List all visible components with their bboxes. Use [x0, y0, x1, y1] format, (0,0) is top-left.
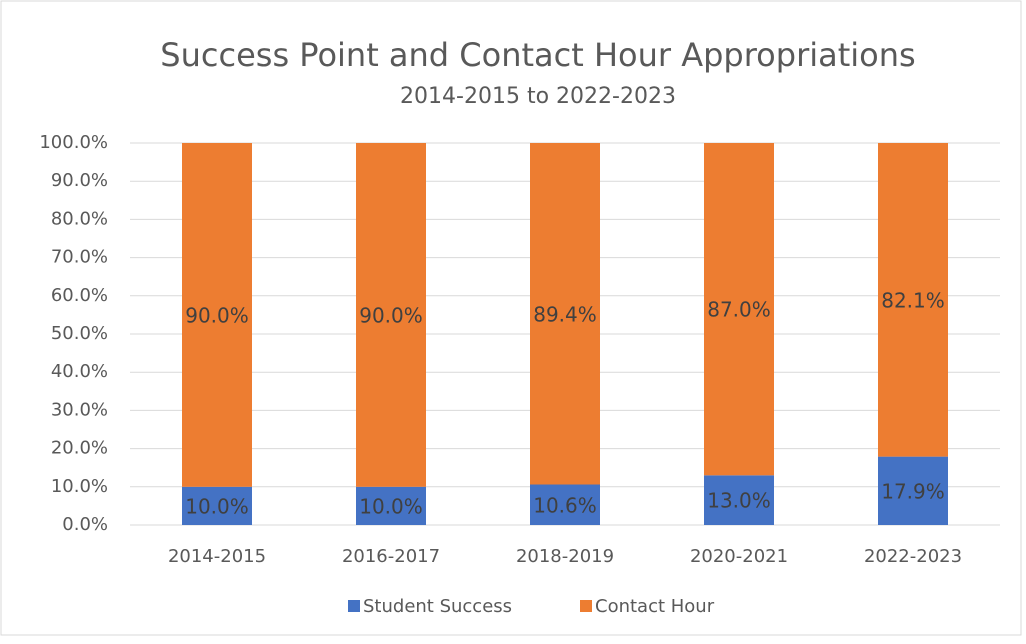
- y-tick-label: 10.0%: [51, 476, 108, 497]
- bar-segment: [704, 143, 774, 476]
- data-label: 10.6%: [533, 493, 597, 517]
- y-tick-label: 70.0%: [51, 247, 108, 268]
- x-tick-label: 2018-2019: [516, 546, 614, 567]
- y-tick-label: 40.0%: [51, 361, 108, 382]
- data-label: 17.9%: [881, 479, 945, 503]
- data-label: 82.1%: [881, 288, 945, 312]
- legend-swatch: [348, 600, 360, 612]
- bar-segment: [530, 143, 600, 485]
- data-label: 10.0%: [185, 494, 249, 518]
- chart-title: Success Point and Contact Hour Appropria…: [160, 36, 915, 74]
- bar-segment: [356, 486, 426, 525]
- y-tick-label: 0.0%: [62, 514, 108, 535]
- y-tick-label: 80.0%: [51, 208, 108, 229]
- legend-label: Student Success: [363, 596, 512, 617]
- y-tick-label: 90.0%: [51, 170, 108, 191]
- data-label: 13.0%: [707, 489, 771, 513]
- legend-swatch: [580, 600, 592, 612]
- data-label: 87.0%: [707, 298, 771, 322]
- chart-subtitle: 2014-2015 to 2022-2023: [400, 84, 676, 109]
- bar-segment: [878, 143, 948, 457]
- x-tick-label: 2022-2023: [864, 546, 962, 567]
- bar-segment: [704, 475, 774, 525]
- bar-segment: [878, 456, 948, 525]
- x-tick-label: 2016-2017: [342, 546, 440, 567]
- data-label: 10.0%: [359, 494, 423, 518]
- bar-segment: [356, 143, 426, 487]
- data-label: 90.0%: [185, 303, 249, 327]
- x-tick-label: 2020-2021: [690, 546, 788, 567]
- legend-label: Contact Hour: [595, 596, 715, 617]
- data-label: 89.4%: [533, 302, 597, 326]
- y-tick-label: 30.0%: [51, 399, 108, 420]
- bar-segment: [182, 486, 252, 525]
- y-tick-label: 60.0%: [51, 285, 108, 306]
- x-tick-label: 2014-2015: [168, 546, 266, 567]
- y-tick-label: 100.0%: [39, 132, 108, 153]
- data-label: 90.0%: [359, 303, 423, 327]
- y-tick-label: 20.0%: [51, 438, 108, 459]
- bar-segment: [182, 143, 252, 487]
- bar-segment: [530, 484, 600, 525]
- y-tick-label: 50.0%: [51, 323, 108, 344]
